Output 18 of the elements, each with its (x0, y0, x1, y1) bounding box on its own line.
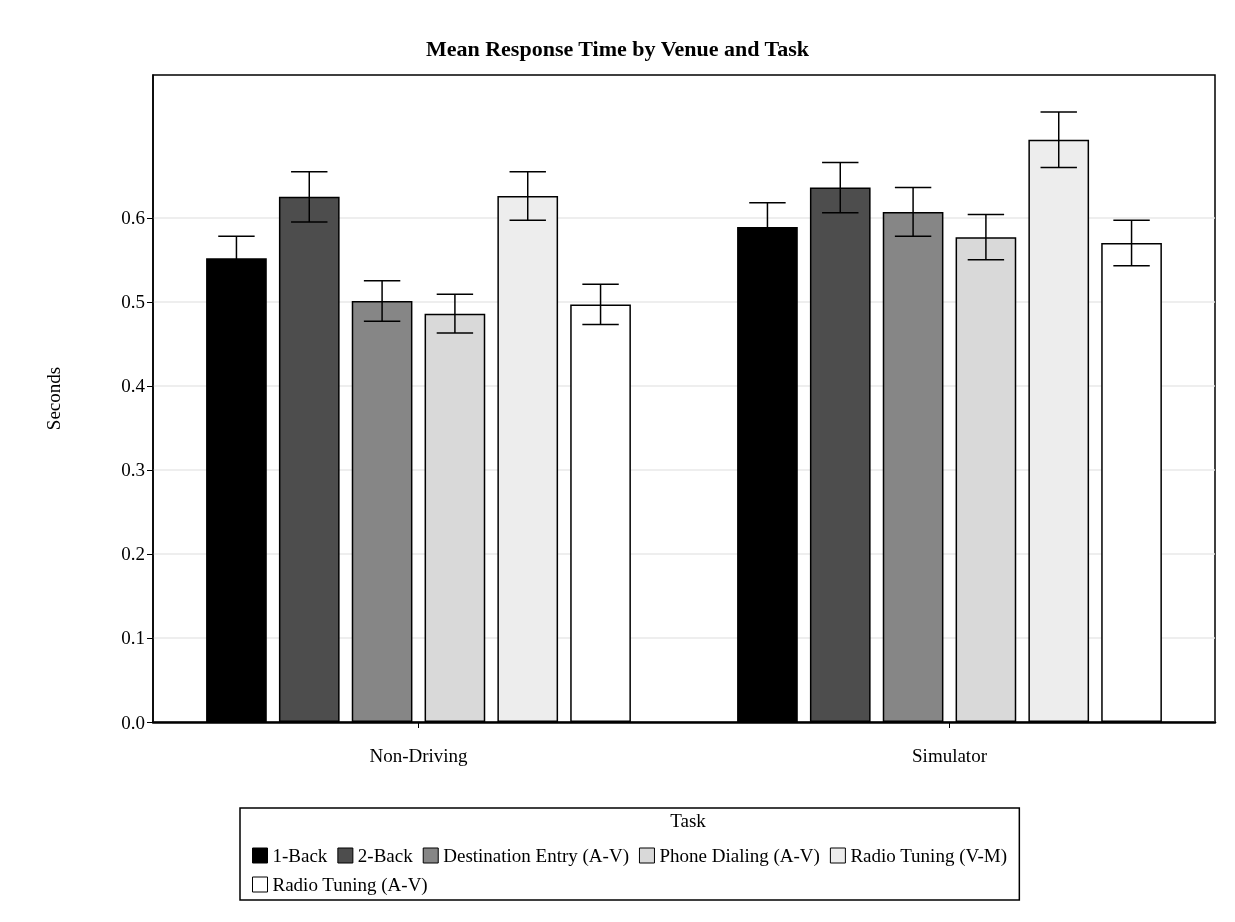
legend-label: Phone Dialing (A-V) (659, 845, 820, 867)
x-tick-label: Simulator (912, 745, 988, 766)
legend-label: 1-Back (272, 845, 328, 866)
y-tick-label: 0.0 (121, 711, 145, 733)
y-axis-title: Seconds (43, 366, 64, 431)
y-tick-label: 0.6 (121, 207, 145, 229)
y-tick-label: 0.5 (121, 291, 145, 313)
y-tick-label: 0.3 (121, 459, 145, 481)
y-tick-label: 0.2 (121, 543, 145, 565)
legend-title: Task (670, 810, 707, 831)
legend-label: Radio Tuning (V-M) (850, 845, 1007, 867)
legend-label: 2-Back (357, 845, 414, 866)
x-tick-label: Non-Driving (369, 745, 469, 766)
chart-title: Mean Response Time by Venue and Task (425, 35, 810, 61)
y-tick-label: 0.1 (121, 627, 145, 649)
y-tick-label: 0.4 (121, 375, 146, 397)
legend-label: Radio Tuning (A-V) (272, 874, 428, 896)
legend-label: Destination Entry (A-V) (443, 845, 629, 867)
